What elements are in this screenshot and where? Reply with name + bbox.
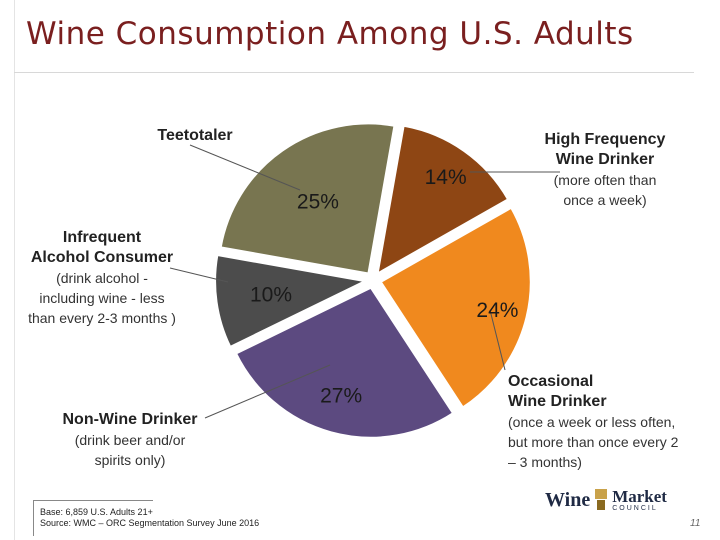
leader-teetotaler <box>189 144 301 191</box>
pie-slice-occasional-wine-drinker <box>379 206 532 409</box>
footnote: Base: 6,859 U.S. Adults 21+ Source: WMC … <box>40 507 259 529</box>
pct-label-high-frequency-wine-drinker: 14% <box>425 166 467 189</box>
label-infrequent: Infrequent Alcohol Consumer (drink alcoh… <box>12 228 192 328</box>
pie-slice-infrequent-alcohol-consumer <box>214 253 369 349</box>
label-infrequent-head1: Infrequent <box>62 229 142 246</box>
label-nonwine-sub2: spirits only) <box>94 452 166 468</box>
wine-market-council-logo: Wine Market COUNCIL <box>545 488 667 512</box>
leader-non-wine <box>204 364 331 419</box>
left-rule <box>14 0 15 540</box>
label-nonwine-head: Non-Wine Drinker <box>62 411 198 428</box>
label-infrequent-sub2: including wine - less <box>39 290 165 306</box>
label-high-head1: High Frequency <box>544 131 666 148</box>
label-occasional: Occasional Wine Drinker (once a week or … <box>508 372 708 472</box>
label-high-frequency: High Frequency Wine Drinker (more often … <box>520 130 690 210</box>
footnote-bracket <box>33 500 34 536</box>
page-number: 11 <box>690 518 701 529</box>
label-occasional-sub2: but more than once every 2 <box>508 434 679 450</box>
title-divider <box>14 72 694 73</box>
leader-infrequent <box>169 267 229 283</box>
label-teetotaler: Teetotaler <box>145 126 245 146</box>
footnote-source: Source: WMC – ORC Segmentation Survey Ju… <box>40 518 260 528</box>
logo-wine-text: Wine <box>545 488 591 511</box>
label-high-head2: Wine Drinker <box>555 151 655 168</box>
logo-market-text: Market <box>612 486 667 506</box>
pie-slice-teetotaler <box>219 122 396 275</box>
label-infrequent-sub1: (drink alcohol - <box>56 270 148 286</box>
label-infrequent-sub3: than every 2-3 months ) <box>28 310 176 326</box>
label-high-sub1: (more often than <box>553 172 657 188</box>
pct-label-teetotaler: 25% <box>297 190 339 213</box>
footnote-bracket-top <box>33 500 153 501</box>
pct-label-non-wine-drinker: 27% <box>320 385 362 408</box>
label-teetotaler-head: Teetotaler <box>157 127 233 144</box>
pct-label-infrequent-alcohol-consumer: 10% <box>250 283 292 306</box>
pie-slice-non-wine-drinker <box>234 286 455 439</box>
label-occasional-head1: Occasional <box>508 373 594 390</box>
label-non-wine: Non-Wine Drinker (drink beer and/or spir… <box>50 410 210 470</box>
logo-council-text: COUNCIL <box>612 504 658 512</box>
footnote-base: Base: 6,859 U.S. Adults 21+ <box>40 507 153 517</box>
page-title: Wine Consumption Among U.S. Adults <box>26 16 634 52</box>
pct-label-occasional-wine-drinker: 24% <box>476 299 518 322</box>
label-occasional-head2: Wine Drinker <box>508 393 607 410</box>
label-occasional-sub3: – 3 months) <box>508 454 582 470</box>
label-nonwine-sub1: (drink beer and/or <box>74 432 186 448</box>
leader-occasional <box>489 309 506 371</box>
label-high-sub2: once a week) <box>563 192 647 208</box>
wine-glass-icon <box>595 489 608 510</box>
label-infrequent-head2: Alcohol Consumer <box>30 249 174 266</box>
label-occasional-sub1: (once a week or less often, <box>508 414 676 430</box>
pie-slice-high-frequency-wine-drinker <box>376 124 510 276</box>
